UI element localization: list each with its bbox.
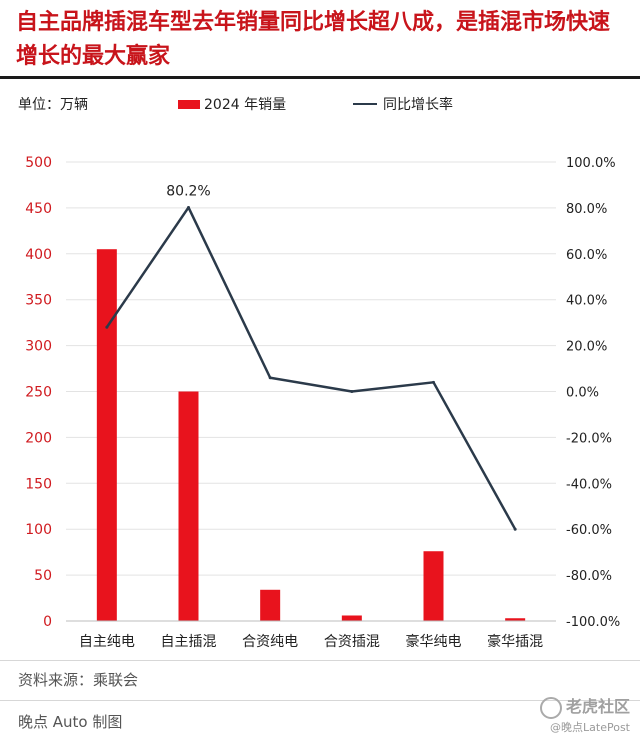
legend-line-swatch (353, 103, 377, 105)
growth-rate-line (105, 206, 517, 530)
bar-自主插混 (178, 391, 199, 621)
category-label: 合资纯电 (242, 634, 298, 650)
combo-chart: 0 50 100 150 200 250 300 350 400 450 500 -100.0% -80… (25, 155, 620, 650)
bar-豪华纯电 (423, 551, 444, 621)
left-axis-tick-label: 0 (43, 614, 52, 630)
growth-rate-point-豪华插混 (513, 527, 517, 531)
growth-rate-point-自主纯电 (105, 325, 109, 329)
right-axis-tick-label: -80.0% (566, 569, 612, 584)
right-axis-tick-label: 20.0% (566, 340, 607, 355)
bar-自主纯电 (96, 249, 117, 621)
left-axis-tick-label: 400 (25, 247, 52, 263)
chart-title: 自主品牌插混车型去年销量同比增长超八成，是插混市场快速增长的最大赢家 (16, 10, 611, 69)
left-axis-tick-label: 350 (25, 293, 52, 309)
left-axis-tick-label: 50 (34, 568, 52, 584)
bar-豪华插混 (505, 618, 526, 621)
legend-bar-label: 2024 年销量 (204, 97, 287, 113)
growth-rate-point-自主插混 (187, 205, 190, 209)
category-label: 豪华纯电 (406, 634, 462, 650)
category-label: 自主纯电 (79, 634, 135, 650)
left-axis-tick-label: 100 (25, 522, 52, 538)
title-divider (0, 76, 640, 79)
left-axis-tick-label: 450 (25, 201, 52, 217)
credit-note: 晚点 Auto 制图 (18, 713, 123, 731)
legend-line: 同比增长率 (353, 94, 453, 114)
legend-line-label: 同比增长率 (383, 97, 453, 113)
corner-watermark: 老虎社区 @晚点LatePost (539, 693, 630, 735)
source-note: 资料来源：乘联会 (18, 671, 139, 689)
growth-rate-point-豪华纯电 (432, 380, 435, 384)
footer-divider-top (0, 660, 640, 661)
watermark-sub: @晚点LatePost (550, 720, 630, 734)
right-axis-tick-label: 60.0% (566, 248, 607, 263)
left-axis-tick-label: 250 (25, 385, 52, 401)
left-axis-tick-label: 500 (25, 155, 52, 171)
right-axis-tick-label: -100.0% (566, 615, 620, 630)
right-axis-tick-label: 80.0% (566, 202, 607, 217)
right-axis-tick-label: 0.0% (566, 386, 599, 401)
right-axis-tick-label: 40.0% (566, 294, 607, 309)
growth-rate-point-合资插混 (350, 390, 354, 393)
data-label: 80.2% (166, 183, 210, 199)
left-axis-tick-label: 150 (25, 476, 52, 492)
bar-合资纯电 (260, 589, 281, 621)
right-axis-tick-label: 100.0% (566, 156, 616, 171)
legend-bar: 2024 年销量 (178, 94, 286, 114)
unit-label: 单位：万辆 (18, 97, 88, 113)
bar-合资插混 (341, 615, 362, 621)
left-axis-tick-label: 300 (25, 339, 52, 355)
category-label: 合资插混 (324, 634, 380, 650)
growth-rate-point-合资纯电 (268, 376, 272, 380)
footer-divider-bottom (0, 700, 640, 701)
left-axis-tick-label: 200 (25, 430, 52, 446)
category-label: 豪华插混 (487, 634, 543, 650)
category-label: 自主插混 (161, 634, 217, 650)
watermark-main: 老虎社区 (539, 693, 630, 719)
watermark-badge-icon (539, 696, 562, 719)
legend-bar-swatch (178, 99, 200, 109)
right-axis-tick-label: -20.0% (566, 431, 612, 446)
right-axis-tick-label: -60.0% (566, 523, 612, 538)
right-axis-tick-label: -40.0% (566, 477, 612, 492)
